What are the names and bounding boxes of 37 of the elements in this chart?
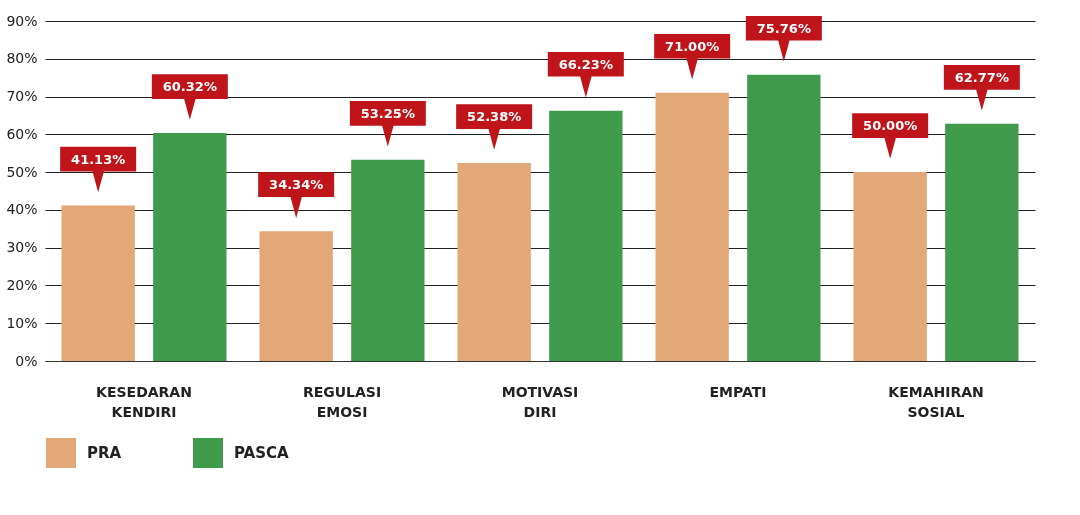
y-tick-label: 80% xyxy=(6,50,38,67)
data-label: 71.00% xyxy=(665,38,720,54)
x-tick-label: KEMAHIRAN SOSIAL xyxy=(888,383,984,420)
data-label: 60.32% xyxy=(162,79,217,95)
data-label: 75.76% xyxy=(756,20,811,36)
bar xyxy=(549,110,623,361)
bar xyxy=(153,133,227,361)
data-label: 62.77% xyxy=(954,69,1009,85)
legend-label: PASCA xyxy=(234,444,290,462)
bar xyxy=(655,92,729,361)
data-label: 66.23% xyxy=(558,56,613,72)
data-label: 53.25% xyxy=(360,105,415,121)
x-tick-label: REGULASI EMOSI xyxy=(302,383,382,420)
x-tick-label: KESEDARAN KENDIRI xyxy=(96,383,192,420)
bar xyxy=(351,159,425,361)
y-tick-label: 20% xyxy=(6,276,38,293)
bar xyxy=(853,172,927,361)
data-label: 50.00% xyxy=(863,118,918,134)
bar xyxy=(259,231,333,361)
data-label: 52.38% xyxy=(467,109,522,125)
y-tick-label: 90% xyxy=(6,12,38,29)
bar xyxy=(457,163,531,361)
data-label: 34.34% xyxy=(269,177,324,193)
x-tick-label: EMPATI xyxy=(709,383,767,400)
y-tick-label: 0% xyxy=(15,352,38,369)
y-tick-label: 30% xyxy=(6,239,38,256)
y-tick-label: 10% xyxy=(6,314,38,331)
y-tick-label: 60% xyxy=(6,125,38,142)
bar xyxy=(747,74,821,361)
bar xyxy=(61,205,135,361)
legend-label: PRA xyxy=(87,444,122,462)
y-tick-label: 70% xyxy=(6,88,38,105)
data-label: 41.13% xyxy=(71,151,126,167)
y-tick-label: 50% xyxy=(6,163,38,180)
x-tick-label: MOTIVASI DIRI xyxy=(501,383,579,420)
y-tick-label: 40% xyxy=(6,201,38,218)
bar xyxy=(945,123,1019,361)
